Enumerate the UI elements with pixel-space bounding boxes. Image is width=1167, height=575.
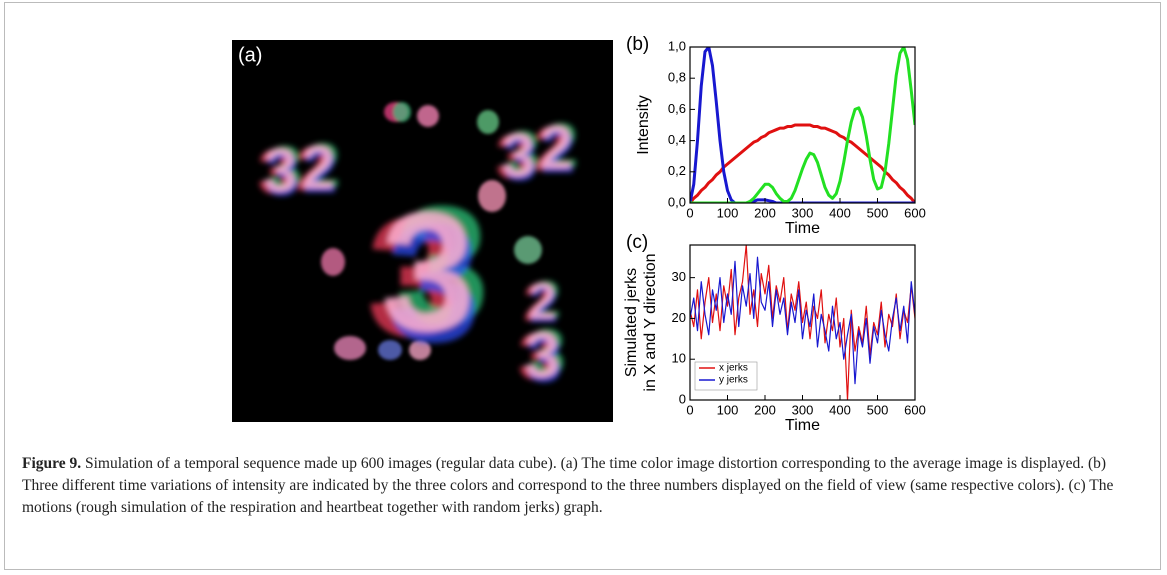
image-digit: 2 xyxy=(539,113,573,182)
x-tick-label: 300 xyxy=(792,205,814,220)
image-digit: 3 xyxy=(386,188,481,378)
image-digit: 3 xyxy=(381,177,476,367)
x-axis-label: Time xyxy=(785,220,820,237)
image-digit: 3 xyxy=(258,138,292,207)
x-tick-label: 0 xyxy=(686,402,693,417)
image-digit: 3 xyxy=(395,171,490,361)
image-digit: 3 xyxy=(501,121,535,190)
image-digit: 2 xyxy=(541,118,575,187)
image-digit: 3 xyxy=(518,320,555,394)
y-tick-label: 0 xyxy=(679,391,686,406)
blob xyxy=(409,340,431,360)
y-tick-label: 30 xyxy=(672,269,686,284)
series-line xyxy=(690,123,915,203)
panel-label: (a) xyxy=(238,44,262,66)
x-tick-label: 600 xyxy=(904,402,926,417)
y-tick-label: 0,0 xyxy=(668,194,686,209)
blob xyxy=(417,105,439,127)
caption-label: Figure 9. xyxy=(22,455,82,472)
caption: Figure 9. Simulation of a temporal seque… xyxy=(22,453,1142,519)
blob xyxy=(477,110,499,134)
panel-label: (c) xyxy=(626,232,648,253)
image-digit: 2 xyxy=(532,271,561,329)
x-tick-label: 600 xyxy=(904,205,926,220)
blob xyxy=(334,336,366,360)
y-tick-label: 10 xyxy=(672,351,686,366)
x-tick-label: 100 xyxy=(717,205,739,220)
blob xyxy=(478,180,506,212)
image-digit: 2 xyxy=(523,274,552,332)
series-line xyxy=(690,47,915,203)
blob xyxy=(321,248,345,276)
image-digit: 3 xyxy=(263,136,297,205)
panel-label: (b) xyxy=(626,34,649,55)
y-tick-label: 0,6 xyxy=(668,101,686,116)
y-tick-label: 1,0 xyxy=(668,38,686,53)
y-tick-label: 0,4 xyxy=(668,132,686,147)
blob xyxy=(514,236,542,264)
image-digit: 3 xyxy=(506,119,540,188)
image-digit: 3 xyxy=(526,322,563,396)
figure-frame xyxy=(4,2,1161,570)
legend-label: y jerks xyxy=(719,375,748,386)
image-digit: 2 xyxy=(534,115,568,184)
image-digit: 3 xyxy=(503,126,537,195)
x-tick-label: 400 xyxy=(829,205,851,220)
image-digit: 3 xyxy=(496,123,530,192)
image-digit: 3 xyxy=(367,183,462,373)
image-digit: 3 xyxy=(529,315,566,389)
series-line xyxy=(690,47,915,203)
x-tick-label: 300 xyxy=(792,402,814,417)
image-digit: 3 xyxy=(524,317,561,391)
x-tick-label: 200 xyxy=(754,205,776,220)
image-digit: 2 xyxy=(303,138,337,207)
x-tick-label: 500 xyxy=(867,402,889,417)
x-tick-label: 100 xyxy=(717,402,739,417)
image-digit: 2 xyxy=(296,135,330,204)
x-axis-label: Time xyxy=(785,417,820,434)
y-tick-label: 20 xyxy=(672,310,686,325)
image-digit: 3 xyxy=(265,141,299,210)
y-axis-label: Intensity xyxy=(635,95,652,155)
image-digit: 2 xyxy=(528,273,557,331)
image-digit: 2 xyxy=(544,111,578,180)
blob xyxy=(393,102,411,122)
y-axis-label: Simulated jerks xyxy=(623,268,640,377)
series-line xyxy=(690,245,915,400)
image-digit: 2 xyxy=(529,276,558,334)
image-digit: 2 xyxy=(306,131,340,200)
y-tick-label: 0,8 xyxy=(668,70,686,85)
blob xyxy=(378,340,402,360)
image-digit: 3 xyxy=(268,134,302,203)
caption-text: Simulation of a temporal sequence made u… xyxy=(22,455,1114,516)
series-line xyxy=(690,256,915,385)
legend-label: x jerks xyxy=(719,363,748,374)
x-tick-label: 200 xyxy=(754,402,776,417)
image-digit: 2 xyxy=(301,133,335,202)
y-axis-label: in X and Y direction xyxy=(642,253,659,391)
x-tick-label: 0 xyxy=(686,205,693,220)
y-tick-label: 0,2 xyxy=(668,163,686,178)
image-blobs xyxy=(321,102,542,360)
x-tick-label: 500 xyxy=(867,205,889,220)
x-tick-label: 400 xyxy=(829,402,851,417)
legend-box xyxy=(694,361,758,391)
